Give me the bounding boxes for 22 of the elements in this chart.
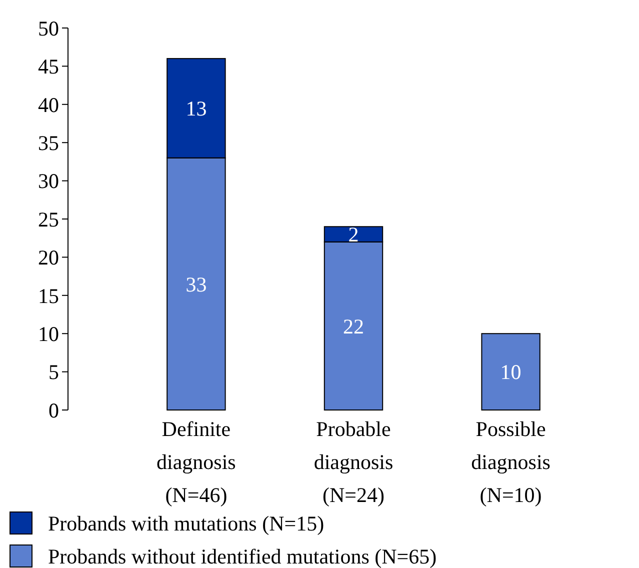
legend-label: Probands with mutations (N=15) — [48, 511, 324, 536]
y-tick-label: 45 — [38, 54, 59, 79]
data-label: 33 — [186, 272, 207, 296]
y-tick-label: 40 — [38, 92, 59, 117]
y-tick-label: 35 — [38, 130, 59, 155]
data-label: 22 — [343, 314, 364, 338]
x-tick-label: Definite diagnosis (N=46) — [156, 417, 236, 507]
x-tick-label: Possible diagnosis (N=10) — [471, 417, 550, 507]
y-tick-label: 0 — [48, 398, 59, 422]
y-tick-label: 20 — [38, 246, 59, 270]
y-tick-label: 25 — [38, 207, 59, 232]
data-label: 10 — [500, 360, 522, 384]
y-tick-label: 30 — [38, 169, 59, 194]
x-tick-label: Probable diagnosis (N=24) — [314, 417, 394, 507]
data-label: 13 — [186, 96, 207, 121]
y-tick-label: 15 — [38, 284, 59, 308]
data-label: 2 — [348, 222, 359, 247]
y-tick-label: 5 — [48, 360, 59, 384]
bar — [481, 333, 540, 410]
y-tick-label: 50 — [38, 16, 59, 40]
y-tick-label: 10 — [38, 322, 59, 346]
legend-label: Probands without identified mutations (N=65) — [48, 544, 437, 568]
